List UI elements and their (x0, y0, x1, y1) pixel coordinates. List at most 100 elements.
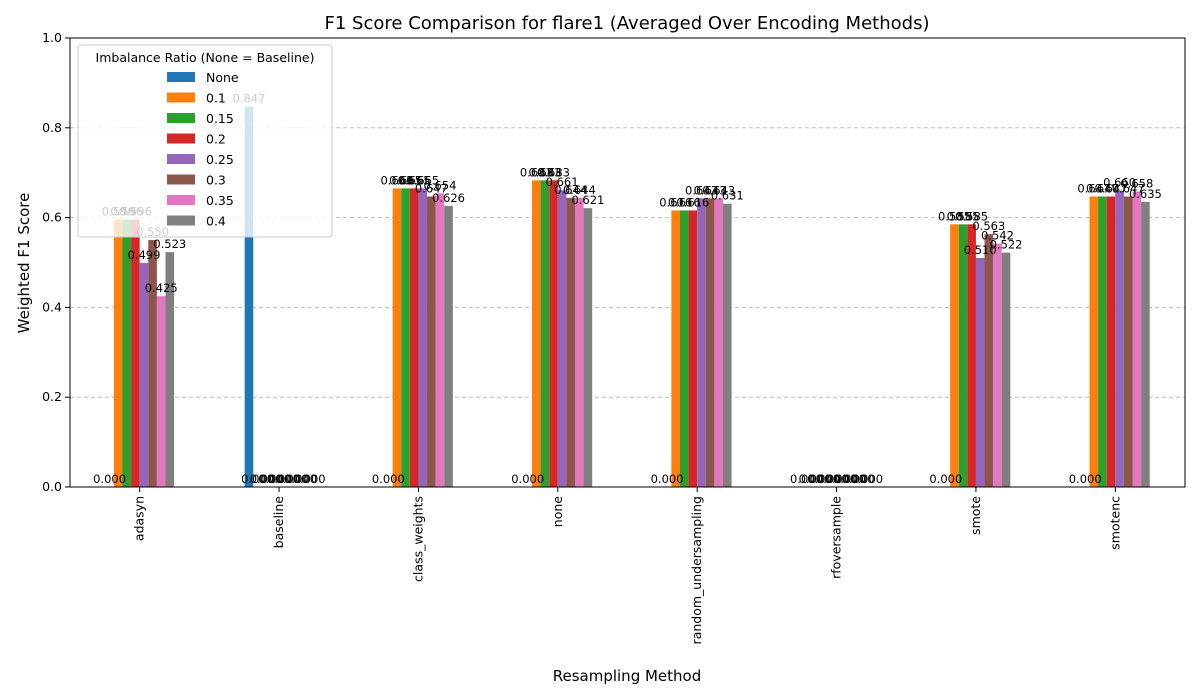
bar (1106, 196, 1116, 487)
bar (1098, 196, 1107, 487)
bar-value-label: 0.000 (1069, 472, 1102, 486)
bar-value-label: 0.631 (711, 189, 744, 203)
bar-value-label: 0.000 (372, 472, 405, 486)
bar (566, 197, 576, 487)
bar (156, 296, 166, 487)
bar-value-label: 0.000 (790, 472, 823, 486)
x-tick-label: adasyn (132, 496, 147, 541)
bar (165, 252, 175, 487)
bar (583, 208, 593, 487)
bar-value-label: 0.643 (694, 183, 727, 197)
bar (392, 188, 402, 488)
bar-value-label: 0.661 (546, 175, 579, 189)
x-tick-label: baseline (271, 496, 286, 549)
bar (967, 224, 976, 487)
bar-value-label: 0.585 (947, 209, 980, 223)
bar (1115, 190, 1124, 487)
y-tick-label: 0.8 (42, 120, 62, 135)
bar (984, 234, 994, 487)
bar-value-label: 0.665 (398, 173, 431, 187)
bar-value-label: 0.683 (520, 165, 553, 179)
bar (958, 224, 968, 487)
chart-title: F1 Score Comparison for flare1 (Averaged… (325, 13, 930, 34)
bar-value-label: 0.425 (145, 281, 178, 295)
bar-value-label: 0.683 (537, 165, 570, 179)
x-axis-label: Resampling Method (553, 667, 702, 685)
bar-value-label: 0.000 (511, 472, 544, 486)
legend-swatch (167, 72, 195, 82)
bar-value-label: 0.643 (702, 183, 735, 197)
bar-value-label: 0.000 (816, 472, 849, 486)
legend-title: Imbalance Ratio (None = Baseline) (96, 50, 315, 65)
bar-value-label: 0.000 (250, 472, 283, 486)
bar-value-label: 0.644 (554, 183, 587, 197)
bar-value-label: 0.000 (651, 472, 684, 486)
bar-value-label: 0.000 (824, 472, 857, 486)
bar (993, 243, 1002, 487)
y-tick-label: 0.6 (42, 210, 62, 225)
bar-value-label: 0.000 (267, 472, 300, 486)
legend-label: 0.1 (206, 91, 226, 106)
bar-value-label: 0.626 (432, 191, 465, 205)
bar (975, 258, 985, 487)
bar (557, 190, 567, 487)
legend-swatch (167, 113, 195, 123)
bars (113, 106, 1150, 488)
legend-swatch (167, 92, 195, 103)
bar (722, 203, 732, 487)
bar-value-label: 0.585 (955, 209, 988, 223)
y-tick-label: 0.4 (42, 299, 62, 314)
plot-frame (69, 37, 1186, 488)
bar-value-label: 0.522 (990, 238, 1023, 252)
bar-value-label: 0.000 (929, 472, 962, 486)
bar (705, 198, 715, 487)
bar (418, 188, 428, 488)
bar (113, 219, 123, 487)
bar (1123, 196, 1133, 487)
bar-value-label: 0.000 (799, 472, 832, 486)
legend-label: 0.15 (206, 111, 234, 126)
bar-value-label: 0.000 (842, 472, 875, 486)
bar-value-label: 0.644 (563, 183, 596, 197)
legend-label: None (206, 70, 239, 85)
bar (1132, 191, 1142, 488)
bar-value-label: 0.647 (1112, 181, 1145, 195)
legend-swatch (167, 215, 195, 226)
bar-value-label: 0.683 (528, 165, 561, 179)
bar-value-label: 0.000 (293, 472, 326, 486)
bar-value-label: 0.654 (423, 178, 456, 192)
legend-swatch (167, 154, 195, 164)
bar (540, 180, 550, 487)
bar-value-label: 0.660 (1103, 176, 1136, 190)
y-tick-label: 1.0 (42, 30, 62, 45)
bar (148, 240, 157, 487)
x-tick-label: smotenc (1107, 496, 1122, 550)
bar-value-label: 0.616 (676, 195, 709, 209)
bar-value-label: 0.542 (981, 229, 1014, 243)
bar-value-label: 0.523 (153, 237, 186, 251)
bar (549, 180, 558, 487)
bar (122, 219, 132, 487)
y-axis-label: Weighted F1 Score (15, 193, 33, 334)
bar (671, 210, 680, 487)
legend-swatch (167, 174, 195, 185)
legend-label: 0.4 (206, 214, 226, 229)
bar-value-label: 0.000 (258, 472, 291, 486)
legend-swatch (167, 195, 195, 205)
x-tick-label: none (550, 496, 565, 527)
bar (575, 197, 584, 487)
bar-value-label: 0.647 (1086, 181, 1119, 195)
bar (131, 219, 140, 487)
bar (1089, 196, 1099, 487)
bar-value-label: 0.621 (571, 193, 604, 207)
bar-value-label: 0.000 (284, 472, 317, 486)
bar-value-label: 0.000 (850, 472, 883, 486)
bar (409, 188, 419, 488)
bar-value-label: 0.635 (1129, 187, 1162, 201)
legend-label: 0.2 (206, 132, 226, 147)
bar (401, 188, 410, 488)
bar-value-label: 0.616 (668, 195, 701, 209)
y-tick-label: 0.0 (42, 479, 62, 494)
bar (532, 180, 541, 487)
x-tick-label: smote (968, 496, 983, 535)
